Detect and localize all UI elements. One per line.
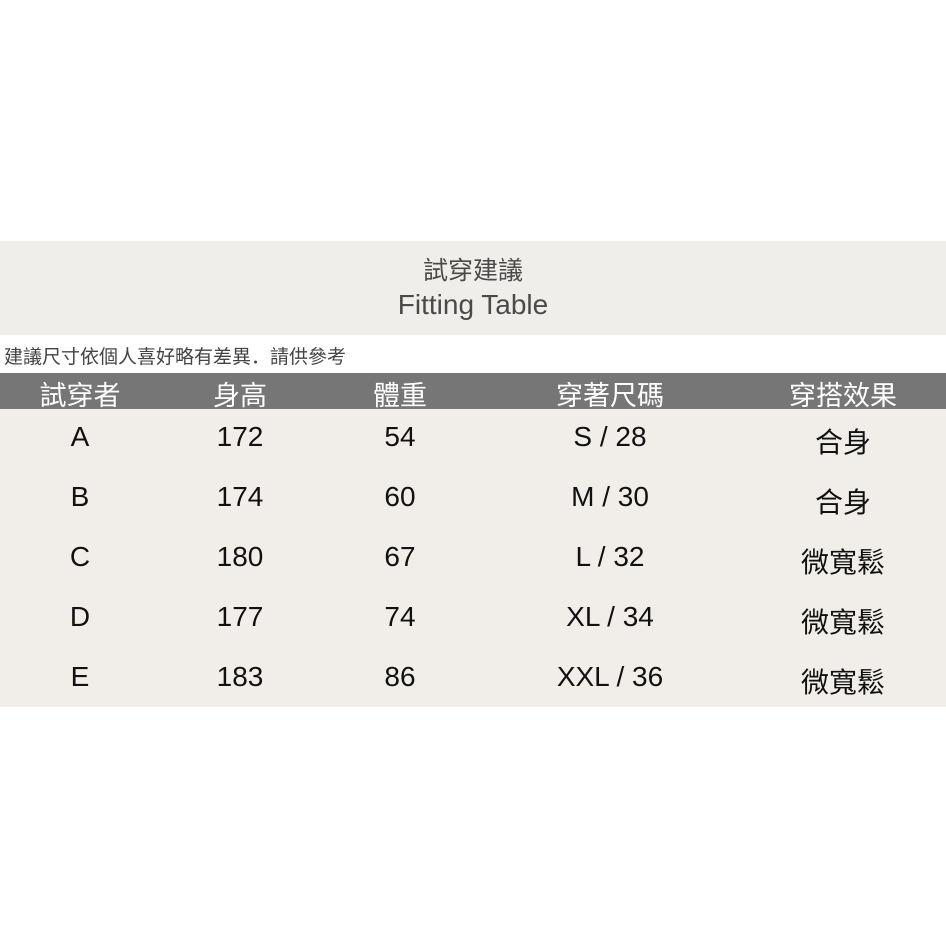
table-row: A 172 54 S / 28 合身 <box>0 409 946 469</box>
header-fit: 穿搭效果 <box>789 381 897 412</box>
table-cell: XL / 34 <box>566 601 654 632</box>
table-cell: M / 30 <box>571 481 649 512</box>
table-cell: 合身 <box>814 426 872 459</box>
table-header: 試穿者 身高 體重 穿著尺碼 穿搭效果 <box>0 373 946 412</box>
header-height: 身高 <box>213 381 267 412</box>
table-cell: 172 <box>216 421 264 452</box>
table-cell: E <box>70 661 90 692</box>
table-cell: 174 <box>216 481 264 512</box>
table-body: A 172 54 S / 28 合身 B 174 60 M / 30 合身 C 180 67 L / 32… <box>0 409 946 707</box>
table-cell: 177 <box>216 601 264 632</box>
table-cell: 67 <box>384 541 416 572</box>
table-cell: 微寬鬆 <box>800 666 886 699</box>
table-cell: C <box>69 541 91 572</box>
note-text: 建議尺寸依個人喜好略有差異．請供參考 <box>4 346 347 368</box>
table-cell: 60 <box>384 481 416 512</box>
table-cell: B <box>70 481 90 512</box>
table-row: C 180 67 L / 32 微寬鬆 <box>0 529 946 589</box>
table-cell: 合身 <box>814 486 872 519</box>
table-cell: 86 <box>384 661 416 692</box>
table-cell: 微寬鬆 <box>800 546 886 579</box>
header-size: 穿著尺碼 <box>556 381 664 412</box>
table-cell: L / 32 <box>575 541 645 572</box>
table-cell: 183 <box>216 661 264 692</box>
table-row: B 174 60 M / 30 合身 <box>0 469 946 529</box>
header-weight: 體重 <box>373 381 427 412</box>
table-cell: S / 28 <box>573 421 647 452</box>
table-row: D 177 74 XL / 34 微寬鬆 <box>0 589 946 649</box>
title-english: Fitting Table <box>397 289 549 320</box>
table-row: E 183 86 XXL / 36 微寬鬆 <box>0 649 946 709</box>
table-cell: XXL / 36 <box>556 661 664 692</box>
title-banner: 試穿建議 Fitting Table <box>0 241 946 335</box>
table-cell: 74 <box>384 601 416 632</box>
table-cell: 180 <box>216 541 264 572</box>
table-cell: D <box>69 601 91 632</box>
title-chinese: 試穿建議 <box>422 256 523 285</box>
header-tester: 試穿者 <box>39 381 121 412</box>
table-cell: A <box>70 421 90 452</box>
table-cell: 54 <box>384 421 416 452</box>
table-cell: 微寬鬆 <box>800 606 886 639</box>
